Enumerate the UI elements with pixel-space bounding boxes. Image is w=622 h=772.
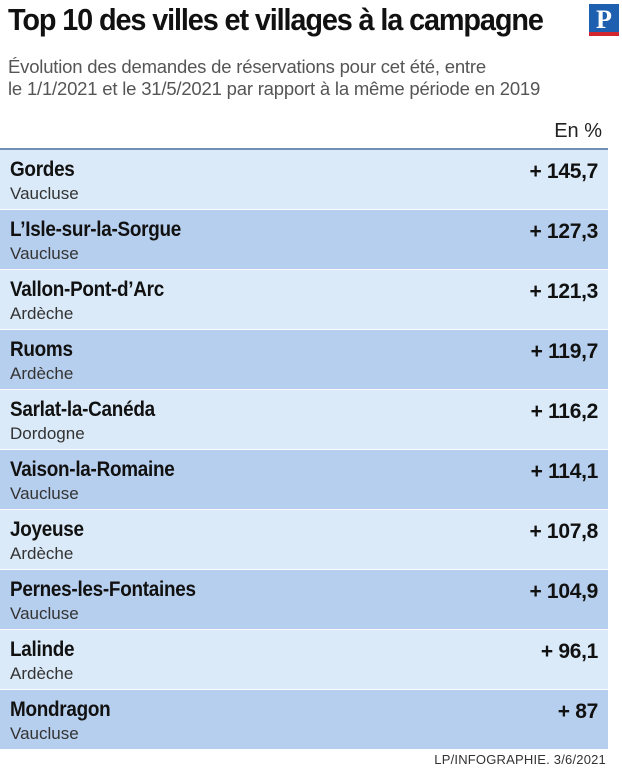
change-value: + 96,1 bbox=[540, 640, 598, 663]
department-name: Vaucluse bbox=[10, 184, 79, 203]
department-name: Vaucluse bbox=[10, 484, 79, 503]
department-name: Vaucluse bbox=[10, 724, 79, 743]
table-row: Joyeuse Ardèche + 107,8 bbox=[0, 510, 608, 570]
city-name: Vaison-la-Romaine bbox=[10, 458, 175, 481]
change-value: + 116,2 bbox=[530, 400, 599, 423]
table-row: Vaison-la-Romaine Vaucluse + 114,1 bbox=[0, 450, 608, 510]
data-table: Gordes Vaucluse + 145,7 L’Isle-sur-la-Sorgu… bbox=[0, 150, 608, 750]
subtitle-line-1: Évolution des demandes de réservations p… bbox=[8, 56, 486, 77]
city-name: Vallon-Pont-d’Arc bbox=[10, 278, 164, 301]
table-row: Vallon-Pont-d’Arc Ardèche + 121,3 bbox=[0, 270, 608, 330]
unit-label: En % bbox=[554, 120, 602, 142]
table-row: Ruoms Ardèche + 119,7 bbox=[0, 330, 608, 390]
publisher-logo-letter: P bbox=[596, 5, 612, 34]
chart-title: Top 10 des villes et villages à la campa… bbox=[8, 2, 544, 37]
city-name: Ruoms bbox=[10, 338, 73, 361]
city-name: Sarlat-la-Canéda bbox=[10, 398, 155, 421]
change-value: + 121,3 bbox=[529, 280, 598, 303]
city-name: Lalinde bbox=[10, 638, 75, 661]
table-row: Pernes-les-Fontaines Vaucluse + 104,9 bbox=[0, 570, 608, 630]
department-name: Ardèche bbox=[10, 364, 74, 383]
change-value: + 107,8 bbox=[529, 520, 598, 543]
department-name: Ardèche bbox=[10, 304, 74, 323]
table-row: Gordes Vaucluse + 145,7 bbox=[0, 150, 608, 210]
subtitle-line-2: le 1/1/2021 et le 31/5/2021 par rapport … bbox=[8, 78, 541, 99]
chart-subtitle: Évolution des demandes de réservations p… bbox=[8, 56, 608, 100]
publisher-logo-bar bbox=[589, 32, 619, 36]
city-name: Joyeuse bbox=[10, 518, 84, 541]
department-name: Vaucluse bbox=[10, 244, 79, 263]
table-top-rule bbox=[0, 148, 608, 150]
publisher-logo: P bbox=[589, 4, 619, 36]
credit-line: LP/INFOGRAPHIE. 3/6/2021 bbox=[434, 752, 606, 767]
table-row: Mondragon Vaucluse + 87 bbox=[0, 690, 608, 750]
department-name: Ardèche bbox=[10, 664, 74, 683]
change-value: + 119,7 bbox=[530, 340, 599, 363]
table-row: L’Isle-sur-la-Sorgue Vaucluse + 127,3 bbox=[0, 210, 608, 270]
change-value: + 104,9 bbox=[529, 580, 598, 603]
table-row: Sarlat-la-Canéda Dordogne + 116,2 bbox=[0, 390, 608, 450]
city-name: Gordes bbox=[10, 158, 75, 181]
department-name: Ardèche bbox=[10, 544, 74, 563]
department-name: Dordogne bbox=[10, 424, 85, 443]
city-name: Mondragon bbox=[10, 698, 111, 721]
change-value: + 127,3 bbox=[529, 220, 598, 243]
change-value: + 114,1 bbox=[530, 460, 599, 483]
change-value: + 145,7 bbox=[529, 160, 598, 183]
city-name: Pernes-les-Fontaines bbox=[10, 578, 196, 601]
city-name: L’Isle-sur-la-Sorgue bbox=[10, 218, 182, 241]
department-name: Vaucluse bbox=[10, 604, 79, 623]
change-value: + 87 bbox=[557, 700, 599, 723]
table-row: Lalinde Ardèche + 96,1 bbox=[0, 630, 608, 690]
